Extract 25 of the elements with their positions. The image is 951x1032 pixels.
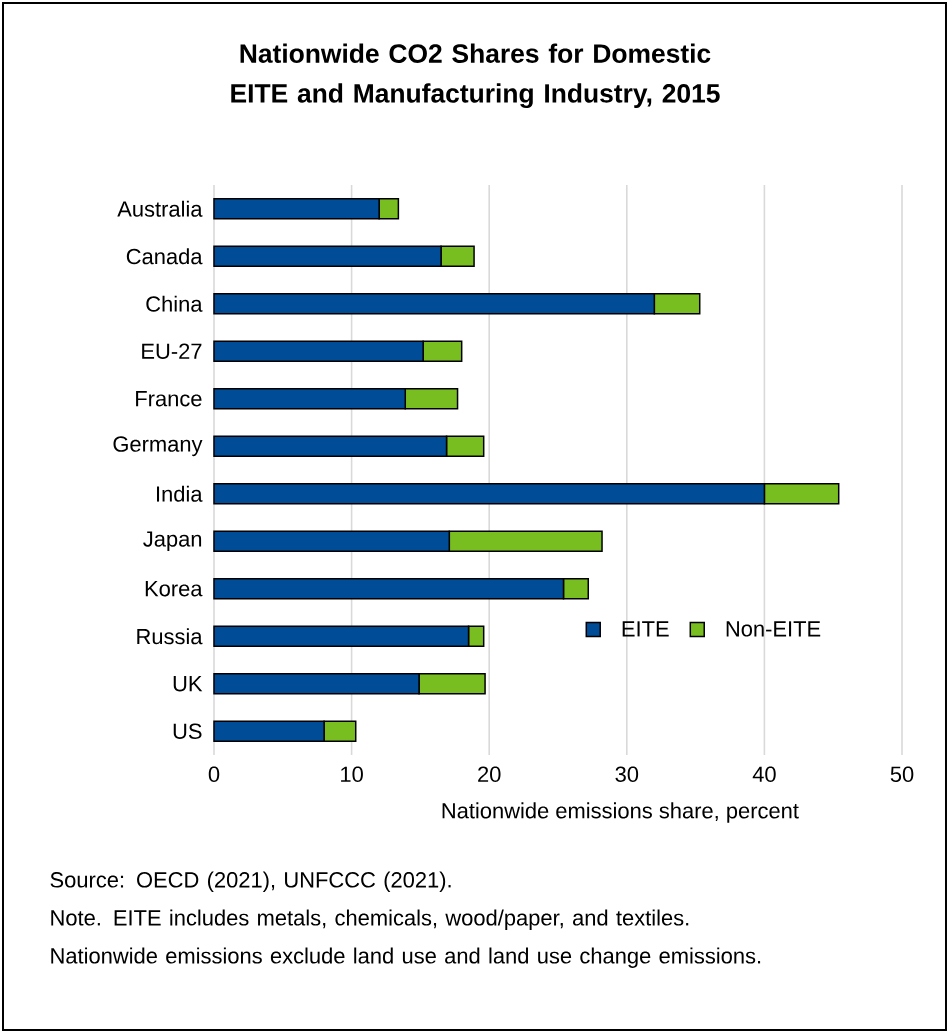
y-tick-label: US [173,723,202,740]
y-tick-label: EU-27 [142,343,202,360]
x-axis-title: Nationwide emissions share, percent [442,802,799,823]
x-tick-label: 30 [615,766,639,783]
x-tick-label: 20 [478,766,501,783]
y-tick-label: China [146,295,203,312]
text: Nationwide emissions exclude land use and land use change emissions. [51,947,761,968]
y-tick-label: India [157,485,203,502]
x-tick-label: 40 [752,766,776,783]
source-note: Source: OECD (2021), UNFCCC (2021). [50,871,451,892]
text: Note. EITE includes metals, chemicals, wood/paper, and textiles. [51,909,689,930]
x-tick-label: 10 [341,766,363,783]
y-tick-label: Canada [126,248,203,265]
legend-label: EITE [622,621,669,637]
y-tick-label: UK [173,676,203,692]
chart-title: Nationwide CO2 Shares for Domestic EITE and Manufacturing Industry, 2015 [231,43,720,109]
y-tick-label: Russia [137,628,203,645]
y-tick-label: Japan [143,531,202,552]
legend-label: Non-EITE [726,621,821,637]
x-tick-label: 50 [890,766,914,783]
y-tick-label: Korea [145,581,203,597]
y-tick-label: Australia [117,200,203,217]
x-tick-label: 0 [208,766,220,783]
y-tick-label: Germany [113,436,203,457]
y-tick-label: France [136,391,202,407]
